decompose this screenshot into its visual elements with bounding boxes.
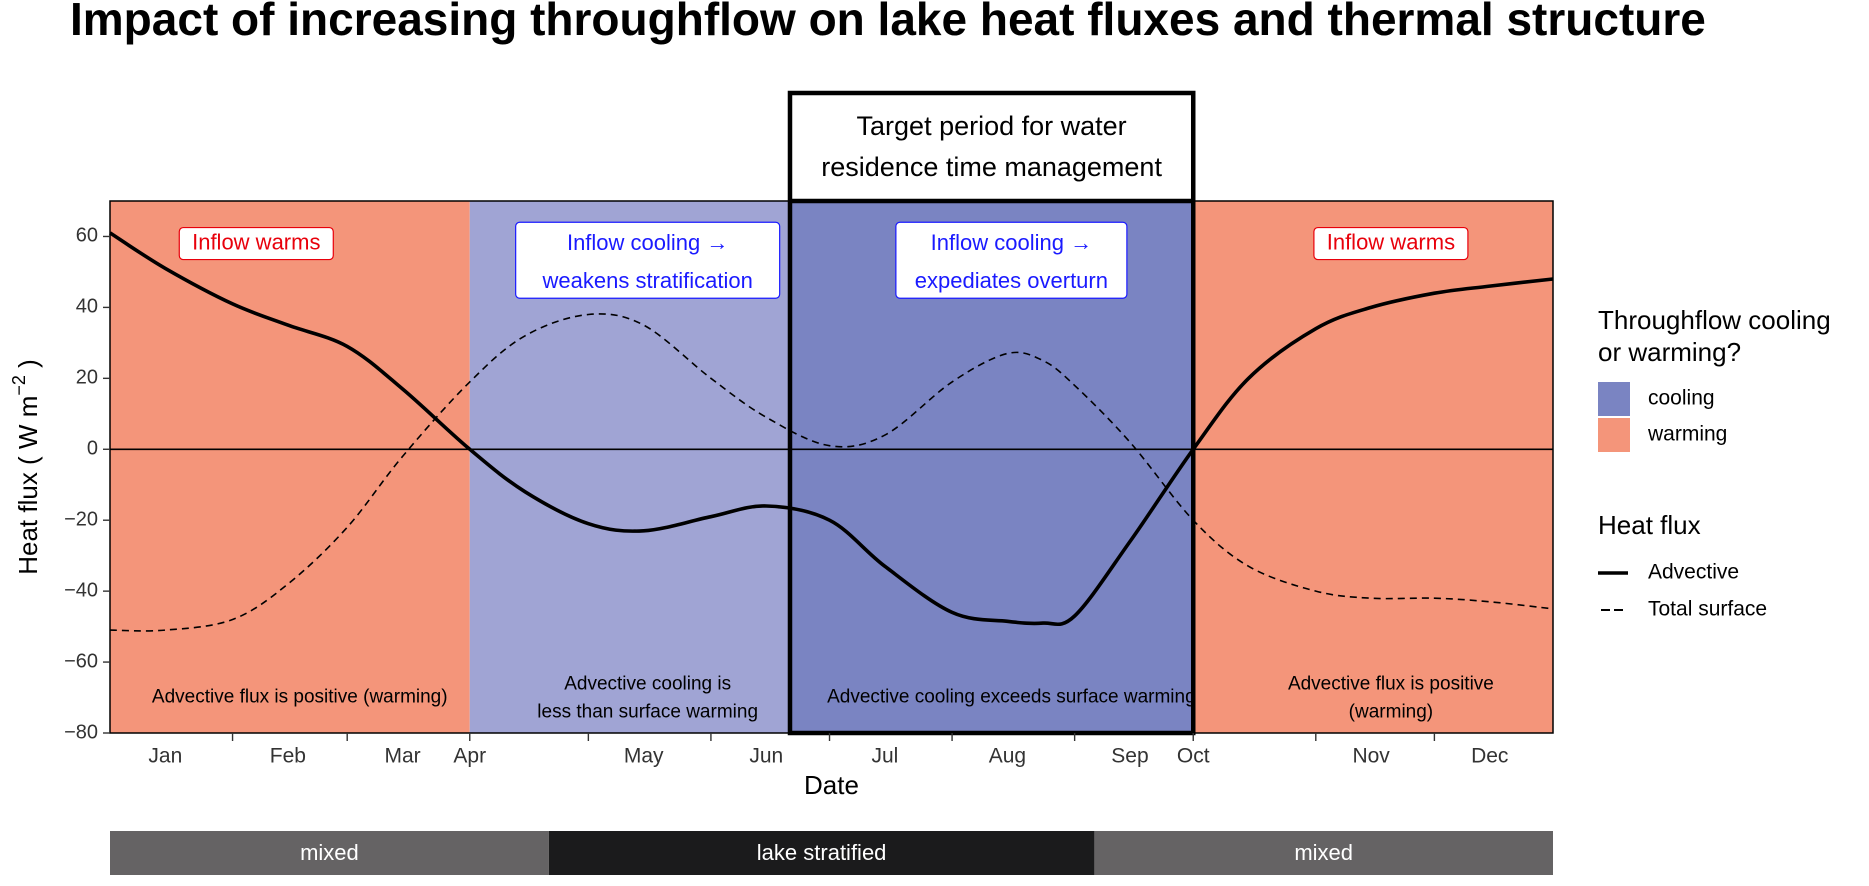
series-total-surface-line — [109, 313, 1554, 632]
y-axis-title-main: Heat flux ( W m — [13, 396, 43, 575]
x-tick-label: Feb — [270, 745, 306, 768]
region-labels: Inflow warms Inflow cooling → weakens stra… — [152, 221, 1494, 723]
legend-fill-label: warming — [1647, 423, 1727, 446]
target-period-label: residence time management — [821, 152, 1162, 182]
region-note-text: (warming) — [1349, 702, 1433, 723]
y-tick-label: −60 — [64, 650, 98, 672]
legend-line-label: Advective — [1648, 561, 1739, 584]
y-axis-title: Heat flux ( W m−2 ) — [9, 359, 43, 575]
region-note-text: Advective flux is positive (warming) — [152, 687, 448, 708]
status-segment-2 — [1094, 831, 1553, 875]
x-tick-label: Oct — [1177, 745, 1210, 768]
legend-fill-label: cooling — [1648, 387, 1715, 410]
x-axis-title: Date — [804, 770, 859, 800]
region-label-text: weakens stratification — [542, 268, 753, 293]
legend-swatch-cooling — [1598, 382, 1630, 416]
legend-fill-title: Throughflow cooling — [1598, 305, 1831, 335]
region-note-text: Advective cooling exceeds surface warmin… — [827, 687, 1196, 708]
target-period-label: Target period for water — [857, 111, 1127, 141]
series-lines — [109, 231, 1554, 632]
x-tick-label: Jun — [749, 745, 783, 768]
x-tick-label: May — [624, 745, 664, 768]
region-label-text: Inflow warms — [192, 229, 320, 254]
y-axis-title-close: ) — [13, 359, 43, 375]
legend-swatch-warming — [1598, 418, 1630, 452]
status-segment-1 — [548, 831, 1095, 875]
x-tick-label: Nov — [1352, 745, 1390, 768]
region-label-box-3 — [1313, 226, 1469, 261]
y-tick-label: −40 — [64, 579, 98, 601]
region-label-text: Inflow cooling → — [931, 230, 1092, 255]
legend-line-label: Total surface — [1648, 598, 1767, 621]
region-label-text: Inflow cooling → — [567, 230, 728, 255]
x-tick-label: Aug — [989, 745, 1026, 768]
region-label-box-0 — [178, 226, 334, 261]
y-tick-label: −20 — [64, 508, 98, 530]
x-tick-label: Sep — [1111, 745, 1148, 768]
region-label-box-1 — [515, 221, 781, 299]
x-tick-label: Jan — [148, 745, 182, 768]
legend-line-title: Heat flux — [1598, 510, 1701, 540]
chart-title: Impact of increasing throughflow on lake… — [70, 0, 1706, 45]
stratification-bar: mixed lake stratified mixed — [110, 831, 1553, 875]
x-tick-label: Dec — [1471, 745, 1508, 768]
y-axis-title-superscript: −2 — [9, 375, 29, 396]
x-tick-label: Jul — [871, 745, 898, 768]
region-warming-0 — [110, 201, 470, 733]
status-segment-label: mixed — [1294, 840, 1353, 865]
status-segment-label: lake stratified — [757, 840, 887, 865]
status-segment-label: mixed — [300, 840, 359, 865]
x-tick-label: Mar — [384, 745, 420, 768]
y-tick-label: −80 — [64, 721, 98, 743]
target-period-box — [787, 90, 1196, 736]
region-note-text: Advective flux is positive — [1288, 674, 1494, 695]
region-label-box-2 — [895, 221, 1128, 299]
legend-fill-title: or warming? — [1598, 337, 1741, 367]
y-tick-label: 0 — [87, 438, 98, 460]
region-label-text: expediates overturn — [915, 268, 1108, 293]
region-warming-3 — [1193, 201, 1553, 733]
y-tick-label: 60 — [76, 225, 98, 247]
region-backgrounds — [110, 201, 1553, 733]
axes: 60 40 20 0 −20 −40 −60 −80 Jan Feb Mar Apr May Jun Jul… — [9, 225, 1509, 800]
y-tick-label: 20 — [76, 367, 98, 389]
target-period: Target period for water residence time ma… — [787, 90, 1196, 736]
region-note-text: less than surface warming — [537, 702, 758, 723]
x-tick-label: Apr — [453, 745, 486, 768]
status-segment-0 — [110, 831, 549, 875]
y-tick-label: 40 — [76, 296, 98, 318]
region-label-text: Inflow warms — [1327, 229, 1455, 254]
region-note-text: Advective cooling is — [564, 674, 731, 695]
series-advective-line — [109, 231, 1554, 627]
